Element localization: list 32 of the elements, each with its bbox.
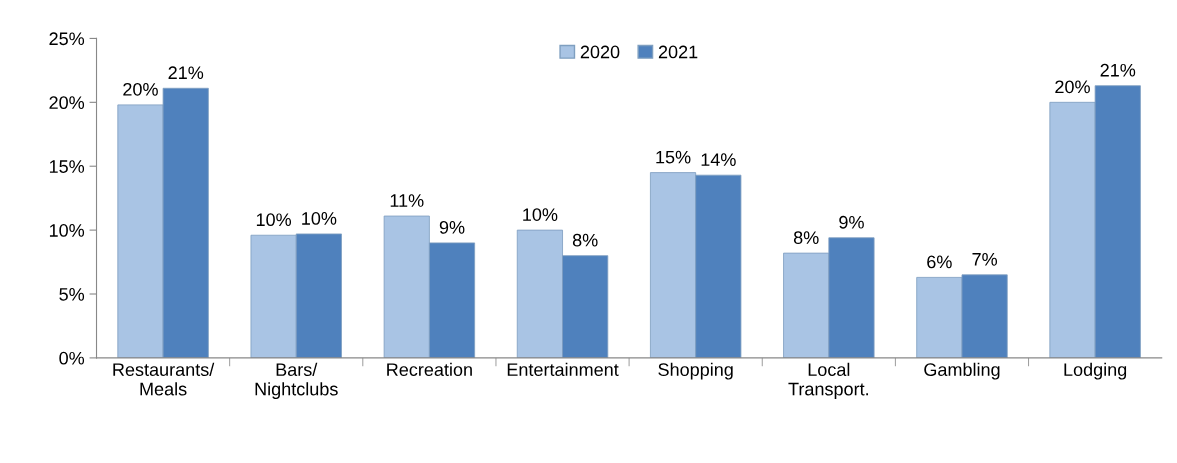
data-label: 20% [123,82,158,96]
data-label: 8% [793,231,819,244]
data-label: 6% [927,255,952,269]
data-label: 21% [1100,63,1136,77]
data-label: 9% [439,220,465,234]
legend-label: 2021 [658,45,698,59]
x-tick-label: Local Transport. [788,362,868,400]
data-label: 7% [972,253,998,266]
data-label: 20% [1055,80,1090,94]
y-tick-label: 5% [59,288,85,301]
data-label: 8% [572,233,598,247]
x-tick-label: Recreation [387,362,472,377]
data-label: 15% [656,150,691,164]
data-label: 9% [839,215,864,229]
x-tick-label: Lodging [1064,362,1127,380]
y-tick-label: 0% [59,351,85,365]
y-tick-label: 15% [49,160,85,173]
x-tick-label: Restaurants/ Meals [113,362,215,396]
x-tick-label: Gambling [924,362,1000,380]
y-tick-label: 20% [49,96,85,110]
data-label: 10% [523,208,558,221]
x-tick-label: Bars/ Nightclubs [255,362,338,400]
data-label: 14% [701,153,736,166]
y-tick-label: 10% [49,224,85,237]
x-tick-label: Shopping [658,362,733,380]
y-tick-label: 25% [49,32,85,46]
x-tick-label: Entertainment [507,362,619,377]
data-label: 10% [256,213,292,227]
legend-label: 2020 [580,45,620,59]
data-label: 21% [168,66,204,80]
data-label: 11% [390,194,424,207]
data-label: 10% [302,212,337,225]
